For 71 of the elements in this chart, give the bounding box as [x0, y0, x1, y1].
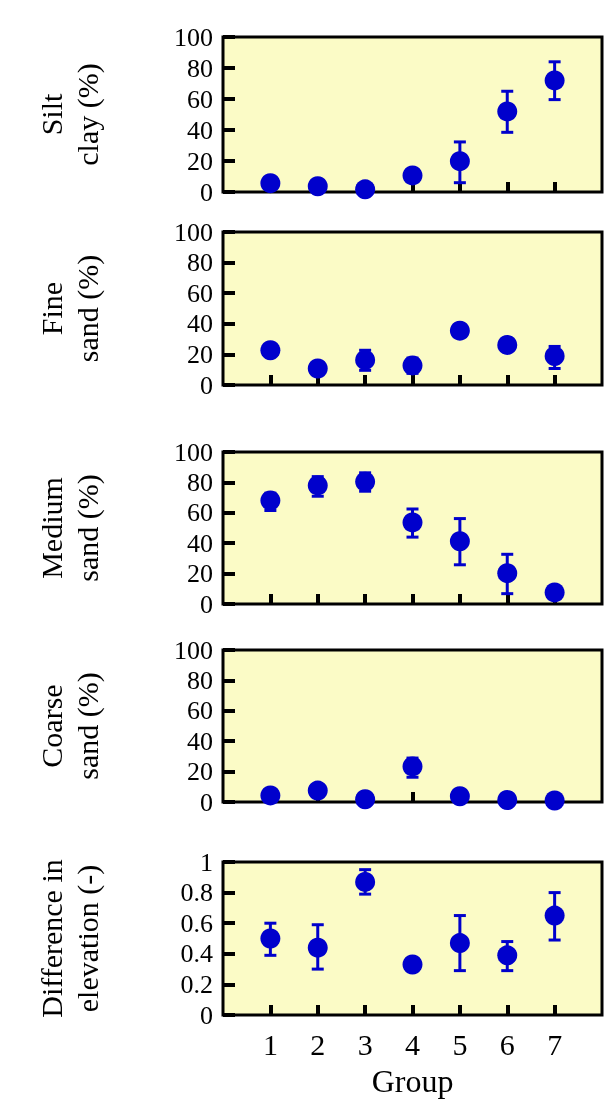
y-axis-title: Silt clay (%) — [34, 63, 105, 166]
y-tick-label: 100 — [174, 217, 213, 247]
point — [307, 780, 328, 801]
point — [260, 340, 281, 361]
y-tick-label: 100 — [174, 22, 213, 52]
point — [355, 179, 376, 200]
y-tick-label: 40 — [187, 115, 213, 145]
y-axis-title: Fine sand (%) — [34, 254, 105, 363]
point — [544, 905, 565, 926]
y-tick-label: 60 — [187, 696, 213, 726]
y-tick-label: 60 — [187, 84, 213, 114]
point — [497, 563, 518, 584]
point — [449, 786, 470, 807]
point — [307, 176, 328, 197]
y-tick-label: 40 — [187, 528, 213, 558]
x-tick-label: 1 — [262, 1027, 278, 1061]
y-tick-label: 60 — [187, 278, 213, 308]
point — [449, 151, 470, 172]
x-axis-title: Group — [371, 1063, 454, 1099]
y-tick-label: 0 — [200, 177, 213, 207]
point — [260, 928, 281, 949]
point — [497, 945, 518, 966]
y-tick-label: 40 — [187, 726, 213, 756]
x-tick-label: 5 — [452, 1027, 468, 1061]
y-tick-label: 0.6 — [180, 908, 213, 938]
y-tick-label: 40 — [187, 309, 213, 339]
point — [260, 173, 281, 194]
point — [544, 790, 565, 811]
point — [260, 785, 281, 806]
point — [402, 954, 423, 975]
y-tick-label: 80 — [187, 467, 213, 497]
y-tick-label: 0.4 — [180, 939, 213, 969]
y-tick-label: 80 — [187, 53, 213, 83]
point — [307, 358, 328, 379]
y-tick-label: 0 — [200, 787, 213, 817]
y-tick-label: 0.2 — [180, 969, 213, 999]
y-tick-label: 0 — [200, 589, 213, 619]
x-tick-label: 3 — [357, 1027, 373, 1061]
y-tick-label: 20 — [187, 146, 213, 176]
y-tick-label: 0 — [200, 1000, 213, 1030]
y-axis-title: Medium sand (%) — [34, 474, 105, 582]
y-tick-label: 80 — [187, 665, 213, 695]
point — [307, 937, 328, 958]
point — [449, 531, 470, 552]
y-tick-label: 0 — [200, 370, 213, 400]
y-tick-label: 60 — [187, 498, 213, 528]
point — [355, 789, 376, 810]
point — [497, 790, 518, 811]
y-tick-label: 1 — [200, 847, 213, 877]
y-axis-title: Difference in elevation (-) — [34, 859, 105, 1018]
point — [402, 165, 423, 186]
point — [497, 101, 518, 122]
y-tick-label: 20 — [187, 559, 213, 589]
x-tick-label: 2 — [310, 1027, 326, 1061]
point — [544, 582, 565, 603]
point — [449, 933, 470, 954]
y-tick-label: 100 — [174, 437, 213, 467]
point — [355, 871, 376, 892]
x-tick-label: 4 — [405, 1027, 420, 1061]
x-tick-label: 6 — [499, 1027, 515, 1061]
y-tick-label: 20 — [187, 339, 213, 369]
x-tick-label: 7 — [547, 1027, 563, 1061]
point — [402, 512, 423, 533]
y-tick-label: 80 — [187, 248, 213, 278]
y-tick-label: 0.8 — [180, 878, 213, 908]
point — [449, 320, 470, 341]
y-tick-label: 20 — [187, 757, 213, 787]
point — [497, 334, 518, 355]
y-axis-title: Coarse sand (%) — [34, 672, 105, 780]
y-tick-label: 100 — [174, 635, 213, 665]
point — [544, 70, 565, 91]
